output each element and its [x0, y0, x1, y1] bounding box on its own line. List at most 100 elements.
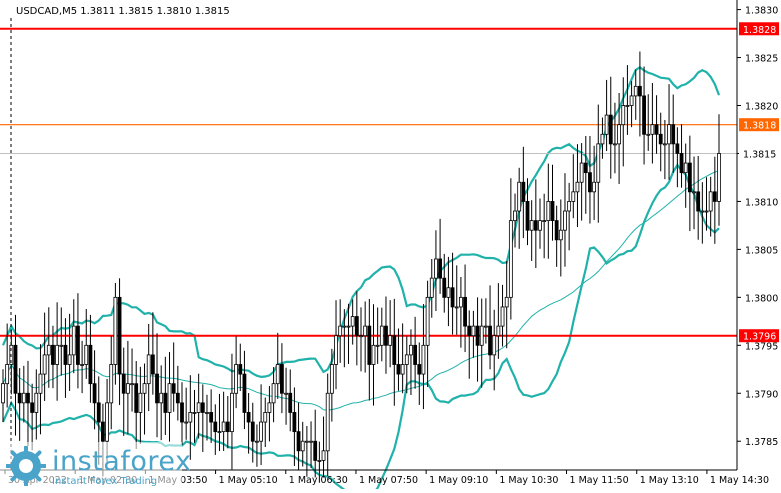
candle [409, 329, 413, 395]
time-axis: 30 Apr 20221 May 02:301 May 03:501 May 0… [0, 18, 769, 486]
candle [200, 384, 205, 452]
candle-body [650, 124, 655, 135]
candle-body [479, 325, 484, 346]
candle-body [396, 364, 401, 375]
candle [692, 156, 696, 230]
candle-body [642, 95, 646, 135]
candle [92, 350, 97, 430]
candle-body [121, 373, 126, 394]
candle-body [467, 325, 472, 337]
candle [521, 146, 526, 239]
candle [404, 336, 409, 394]
candle-body [621, 105, 626, 126]
candle-body [600, 133, 605, 145]
candle [325, 373, 330, 477]
candle [42, 312, 47, 401]
candle [13, 314, 18, 436]
candle [479, 298, 484, 388]
candle-body [167, 383, 172, 413]
candle-body [625, 105, 630, 107]
time-tick-label: 1 May 11:50 [570, 475, 629, 486]
candle [575, 144, 580, 228]
price-axis: 1.3830 1.3825 1.3820 1.3815 1.3810 1.3805 1.38… [736, 0, 779, 470]
candle-body [300, 440, 305, 452]
candle [367, 298, 372, 401]
candle [687, 135, 692, 232]
candle-body [558, 229, 563, 241]
candle [338, 299, 343, 363]
candle [384, 296, 388, 374]
candle [334, 300, 338, 390]
candle-body [163, 392, 168, 413]
candle-body [533, 220, 538, 231]
candle-body [667, 124, 671, 145]
candle-body [117, 296, 122, 375]
level-tag-label: 1.3796 [743, 332, 776, 343]
candle [280, 343, 284, 414]
candle [217, 393, 222, 452]
candle [529, 200, 534, 261]
candle-body [84, 344, 89, 365]
candle [604, 79, 609, 152]
candle-body [230, 392, 234, 433]
candle-body [26, 392, 30, 404]
candle-body [459, 296, 463, 308]
candle [51, 325, 55, 389]
candle [267, 385, 272, 442]
candle-body [292, 412, 297, 433]
current-price-label: 1.3815 [743, 149, 776, 160]
bollinger-lower-band [1, 163, 720, 493]
candle-body [696, 191, 701, 212]
candle-body [596, 143, 601, 183]
candle-body [633, 85, 638, 97]
price-tick-label: 1.3825 [745, 54, 778, 65]
candle [442, 253, 447, 313]
candle-body [404, 354, 409, 365]
candle-body [359, 335, 363, 338]
candle-body [284, 392, 288, 395]
candle-body [717, 153, 721, 202]
candle-body [646, 133, 651, 136]
candle-body [17, 392, 22, 404]
candle-body [76, 325, 80, 365]
candle-body [142, 383, 147, 394]
time-tick-label: 1 May 14:30 [710, 475, 769, 486]
candle [679, 124, 684, 188]
candle-body [275, 364, 280, 385]
candle [296, 402, 301, 471]
candle-body [496, 325, 501, 337]
candle-body [92, 383, 97, 404]
candle [683, 143, 688, 208]
candle [492, 309, 497, 391]
candle [579, 143, 584, 221]
symbol-header: USDCAD,M5 1.3811 1.3815 1.3810 1.3815 [16, 6, 230, 17]
candle [375, 307, 380, 364]
candle [467, 310, 472, 379]
candle-body [613, 143, 617, 146]
candle [488, 285, 492, 370]
candle [513, 193, 517, 248]
candle [363, 301, 368, 373]
candle [205, 394, 209, 441]
candle [425, 280, 430, 387]
candle-body [51, 344, 55, 365]
candle [463, 264, 467, 353]
candle [617, 93, 621, 184]
candle [300, 421, 305, 467]
candle [263, 397, 268, 448]
candle [396, 328, 401, 391]
candle [600, 117, 605, 159]
candle [633, 69, 638, 120]
candle [421, 304, 426, 410]
candle [450, 252, 455, 335]
candle-body [125, 383, 130, 394]
candle [621, 77, 626, 167]
candle-body [384, 325, 388, 346]
time-tick-label: 1 May 05:10 [219, 475, 278, 486]
candle [446, 256, 451, 327]
candle-body [521, 181, 526, 202]
candle [246, 393, 251, 454]
candle-body [675, 143, 680, 154]
candle [196, 373, 201, 439]
candle-body [525, 201, 530, 231]
